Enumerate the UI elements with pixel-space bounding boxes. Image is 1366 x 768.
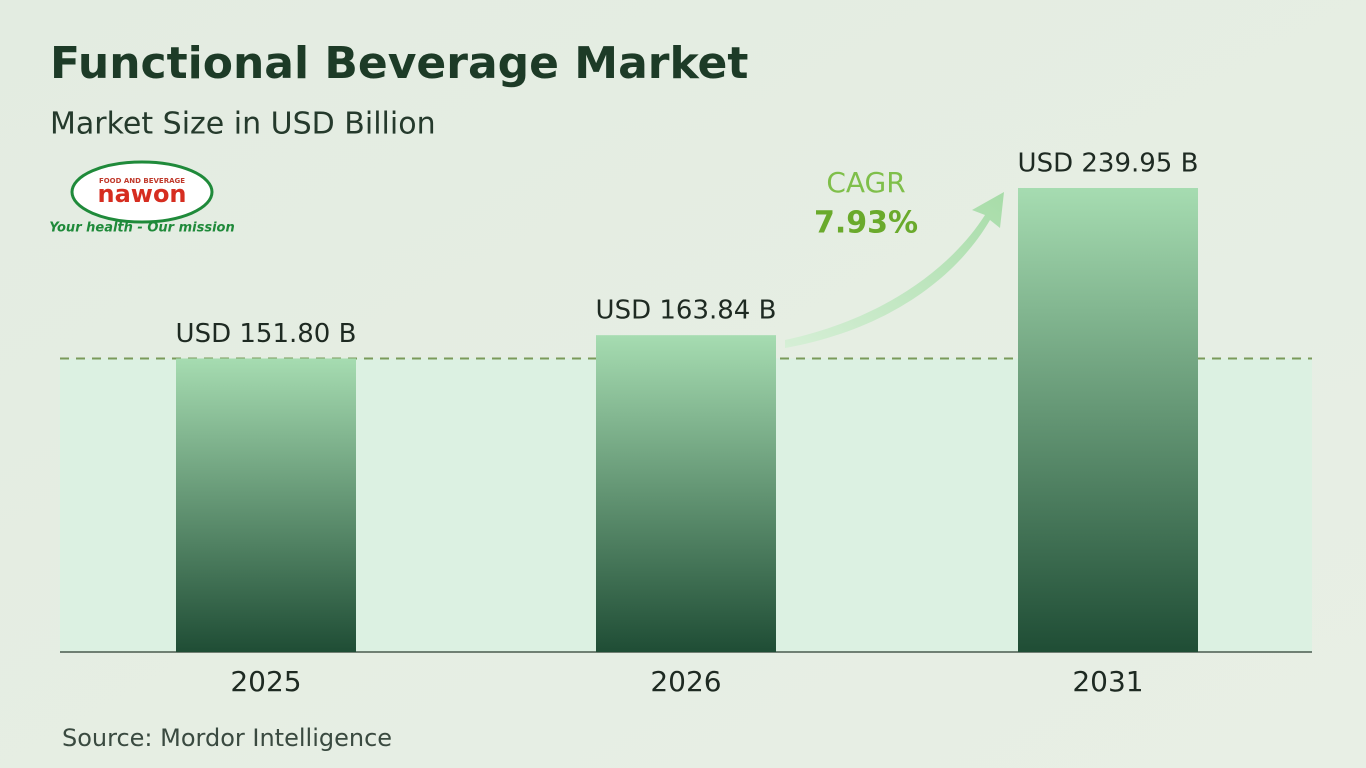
chart-title: Functional Beverage Market xyxy=(50,38,748,89)
value-label: USD 151.80 B xyxy=(176,319,357,349)
x-tick-label: 2025 xyxy=(230,665,301,698)
bar xyxy=(1018,188,1198,652)
logo-tagline: FOOD AND BEVERAGE xyxy=(99,177,185,185)
x-tick-label: 2031 xyxy=(1072,665,1143,698)
logo: FOOD AND BEVERAGE nawon Your health - Ou… xyxy=(49,160,235,236)
logo-slogan: Your health - Our mission xyxy=(49,221,234,236)
source: Source: Mordor Intelligence xyxy=(62,724,392,752)
value-label: USD 239.95 B xyxy=(1018,149,1199,179)
logo-ellipse xyxy=(70,160,214,224)
value-label: USD 163.84 B xyxy=(596,296,777,326)
cagr-label: CAGR xyxy=(826,166,905,199)
x-tick-label: 2026 xyxy=(650,665,721,698)
chart-subtitle: Market Size in USD Billion xyxy=(50,107,436,142)
bar xyxy=(176,358,356,652)
bar xyxy=(596,335,776,652)
cagr-value: 7.93% xyxy=(814,206,918,241)
cagr-arrow xyxy=(785,192,1004,348)
logo-name: nawon xyxy=(97,180,186,208)
